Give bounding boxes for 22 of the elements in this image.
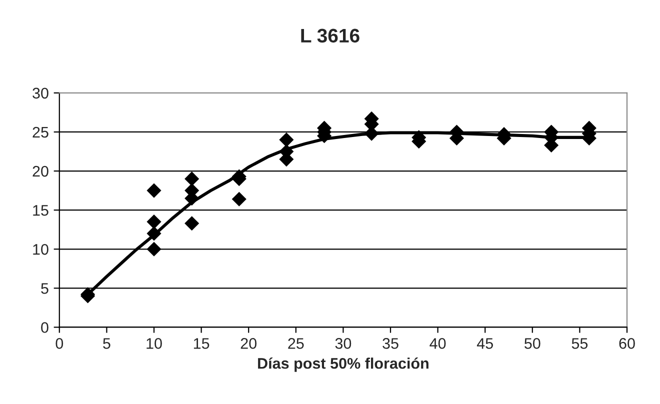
x-tick-label: 45 [476,338,493,349]
x-tick-label: 5 [103,338,110,349]
y-tick-label: 30 [32,88,48,99]
x-tick-label: 15 [194,338,210,349]
y-tick-label: 20 [32,166,48,177]
y-tick-label: 25 [32,126,48,138]
x-tick-label: 25 [288,338,304,349]
x-tick-label: 0 [56,338,64,349]
x-tick-label: 50 [524,338,540,349]
x-tick-label: 30 [335,338,352,349]
x-tick-label: 20 [240,338,256,349]
x-tick-label: 55 [572,338,588,349]
x-tick-label: 10 [146,338,162,349]
x-tick-label: 40 [430,338,446,349]
y-tick-label: 15 [33,205,48,216]
y-tick-label: 10 [33,244,48,255]
y-tick-label: 5 [41,283,48,294]
y-tick-label: 0 [41,322,48,333]
chart-title: L 3616 [301,28,360,43]
x-tick-label: 60 [619,338,635,349]
x-tick-label: 35 [382,338,398,349]
x-axis-title: Días post 50% floración [258,357,428,372]
